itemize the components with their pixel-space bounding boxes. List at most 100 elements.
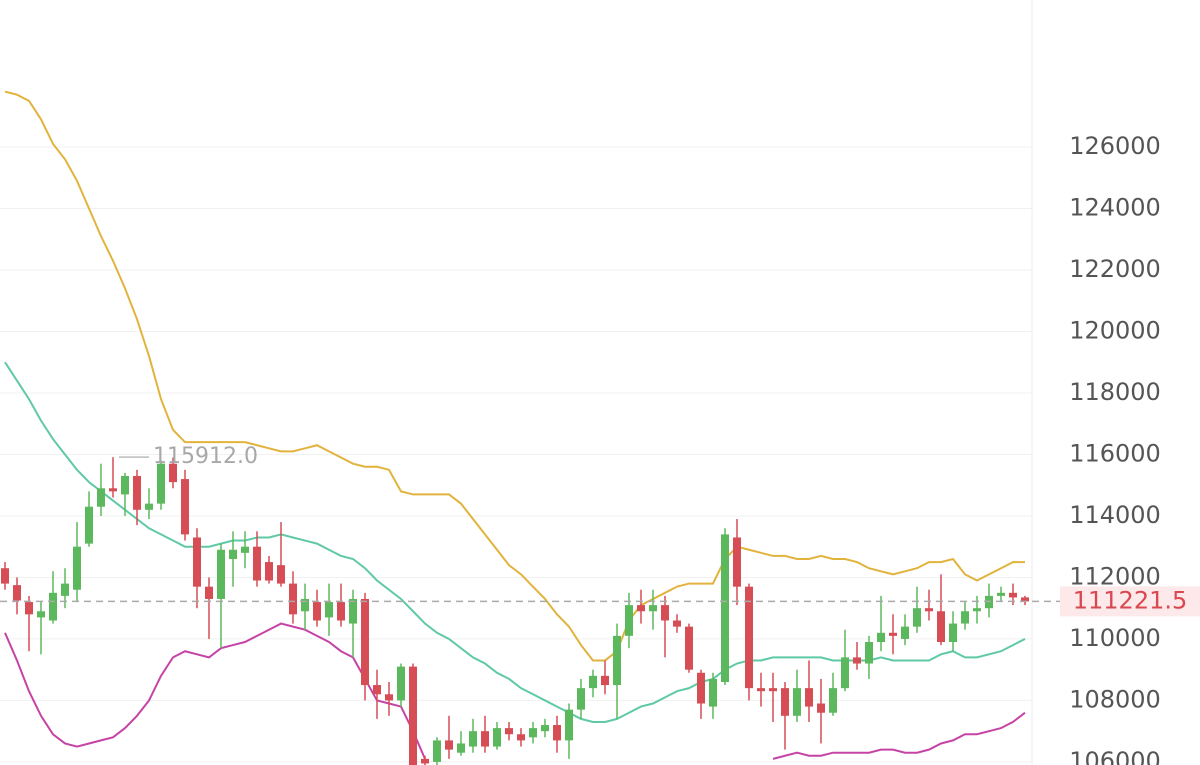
candle-body bbox=[109, 488, 117, 492]
candle-body bbox=[289, 583, 297, 615]
candle-body bbox=[925, 608, 933, 612]
y-tick-label: 110000 bbox=[1069, 624, 1161, 652]
candle-body bbox=[637, 605, 645, 612]
y-tick-label: 122000 bbox=[1069, 255, 1161, 283]
candle-body bbox=[733, 537, 741, 587]
candle-body bbox=[649, 605, 657, 612]
y-tick-label: 114000 bbox=[1069, 501, 1161, 529]
max-high-label: 115912.0 bbox=[153, 444, 258, 469]
candle-body bbox=[685, 626, 693, 670]
candle-body bbox=[877, 632, 885, 643]
y-tick-label: 126000 bbox=[1069, 132, 1161, 160]
candle-body bbox=[313, 602, 321, 621]
candle-body bbox=[49, 592, 57, 621]
candle-body bbox=[529, 728, 537, 738]
candle-body bbox=[853, 657, 861, 664]
candle-body bbox=[433, 740, 441, 762]
candle-body bbox=[265, 562, 273, 581]
candle-body bbox=[13, 585, 21, 601]
candle-body bbox=[421, 758, 429, 764]
band-line bbox=[4, 361, 1026, 723]
candle-body bbox=[829, 688, 837, 713]
y-tick-label: 108000 bbox=[1069, 685, 1161, 713]
candle-body bbox=[181, 479, 189, 535]
candle-body bbox=[817, 703, 825, 713]
candle-body bbox=[901, 626, 909, 639]
candle-body bbox=[157, 463, 165, 504]
candle-body bbox=[769, 688, 777, 692]
candle-body bbox=[241, 546, 249, 553]
candle-body bbox=[193, 537, 201, 587]
candle-body bbox=[61, 583, 69, 596]
candle-body bbox=[445, 740, 453, 750]
candle-body bbox=[1009, 592, 1017, 598]
band-line bbox=[4, 622, 1026, 760]
candle-body bbox=[793, 688, 801, 716]
candle-body bbox=[949, 623, 957, 643]
candle-body bbox=[865, 642, 873, 664]
candle-body bbox=[997, 592, 1005, 596]
candle-body bbox=[781, 688, 789, 716]
candle-body bbox=[745, 586, 753, 689]
last-price-label: 111221.5 bbox=[1073, 586, 1188, 614]
candle-body bbox=[121, 475, 129, 495]
candle-body bbox=[517, 734, 525, 741]
y-tick-label: 112000 bbox=[1069, 562, 1161, 590]
candle-body bbox=[325, 602, 333, 618]
candle-body bbox=[577, 688, 585, 710]
candle-body bbox=[25, 602, 33, 615]
candle-body bbox=[85, 506, 93, 544]
candle-body bbox=[721, 534, 729, 682]
candle-body bbox=[73, 546, 81, 590]
candle-body bbox=[37, 611, 45, 618]
grid: 106000 108000 110000 112000 114000 116000 1180… bbox=[0, 132, 1161, 765]
candle-body bbox=[841, 657, 849, 689]
candle-body bbox=[1021, 597, 1029, 602]
candle-body bbox=[625, 605, 633, 636]
candle-body bbox=[541, 725, 549, 732]
y-tick-label: 120000 bbox=[1069, 316, 1161, 344]
candle-body bbox=[301, 598, 309, 612]
candle-body bbox=[613, 635, 621, 686]
y-tick-label: 106000 bbox=[1069, 747, 1161, 765]
candle-body bbox=[889, 632, 897, 636]
candle-body bbox=[961, 611, 969, 624]
candle-body bbox=[493, 728, 501, 747]
candle-body bbox=[361, 598, 369, 686]
candle-body bbox=[505, 728, 513, 735]
candle-body bbox=[385, 694, 393, 701]
y-tick-label: 116000 bbox=[1069, 439, 1161, 467]
candle-body bbox=[397, 666, 405, 701]
candle-body bbox=[253, 546, 261, 581]
candle-body bbox=[409, 666, 417, 765]
band-line bbox=[4, 90, 1025, 662]
candle-body bbox=[481, 731, 489, 747]
candle-body bbox=[589, 675, 597, 689]
candle-body bbox=[709, 678, 717, 707]
candle-body bbox=[601, 675, 609, 686]
candle-body bbox=[457, 743, 465, 753]
candle-body bbox=[913, 608, 921, 627]
candle-body bbox=[97, 488, 105, 507]
y-tick-label: 118000 bbox=[1069, 378, 1161, 406]
candle-body bbox=[1, 568, 9, 584]
candle-body bbox=[973, 608, 981, 612]
candle-body bbox=[373, 685, 381, 695]
overlay: 115912.0 111221.5 bbox=[0, 444, 1200, 617]
candle-body bbox=[229, 549, 237, 559]
candle-body bbox=[469, 731, 477, 747]
candles bbox=[1, 457, 1029, 765]
candle-body bbox=[697, 672, 705, 704]
candle-body bbox=[553, 725, 561, 741]
candle-body bbox=[757, 688, 765, 692]
candle-body bbox=[145, 503, 153, 510]
candle-body bbox=[169, 463, 177, 483]
candle-body bbox=[673, 620, 681, 627]
last-price-box bbox=[1060, 586, 1200, 617]
candle-body bbox=[565, 709, 573, 741]
candle-body bbox=[277, 565, 285, 584]
candle-body bbox=[661, 605, 669, 621]
y-tick-label: 124000 bbox=[1069, 193, 1161, 221]
